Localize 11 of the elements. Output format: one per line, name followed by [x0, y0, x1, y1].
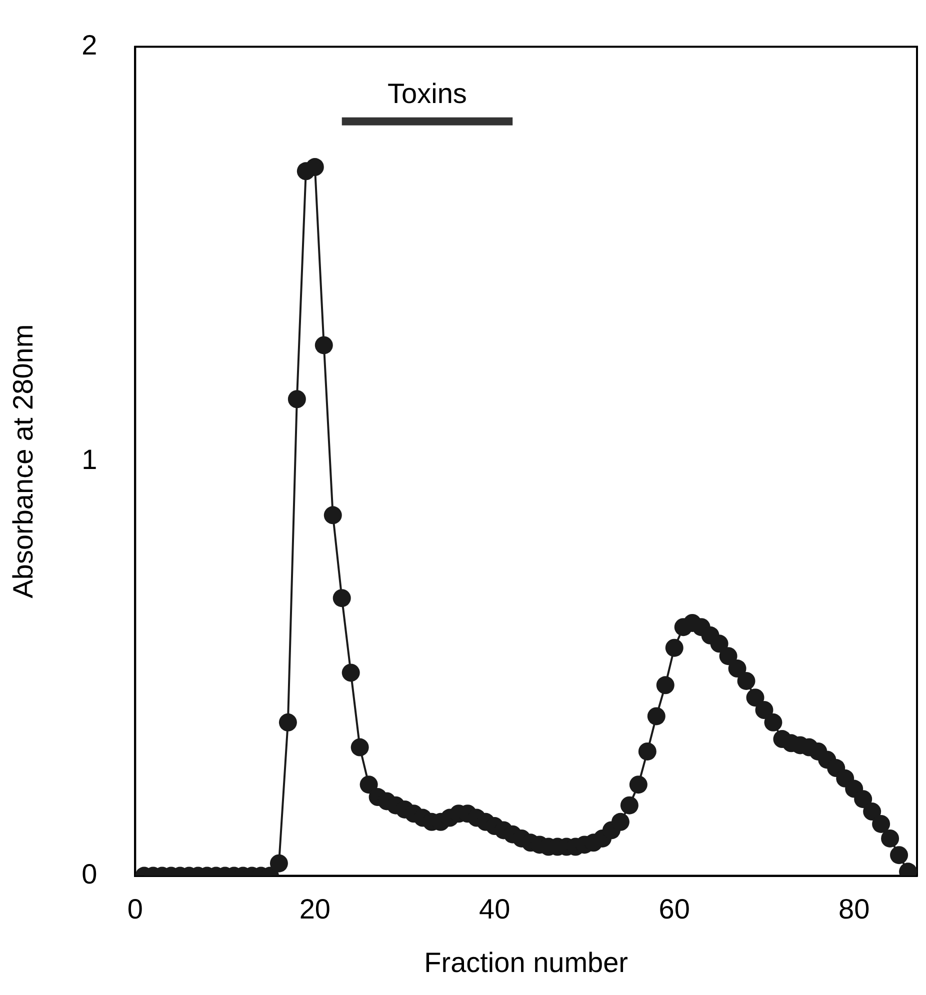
x-tick-label: 0 — [127, 893, 143, 924]
x-axis-title: Fraction number — [424, 946, 628, 978]
y-tick-label: 1 — [82, 444, 98, 476]
series-label: Toxins — [388, 78, 467, 110]
y-axis-title: Absorbance at 280nm — [8, 324, 39, 598]
y-tick-label: 2 — [82, 30, 98, 61]
y-tick-label: 0 — [82, 858, 98, 890]
x-tick-label: 20 — [299, 893, 330, 924]
x-tick-label: 40 — [479, 893, 510, 924]
x-tick-label: 80 — [838, 893, 870, 924]
x-tick-label: 60 — [658, 893, 690, 924]
